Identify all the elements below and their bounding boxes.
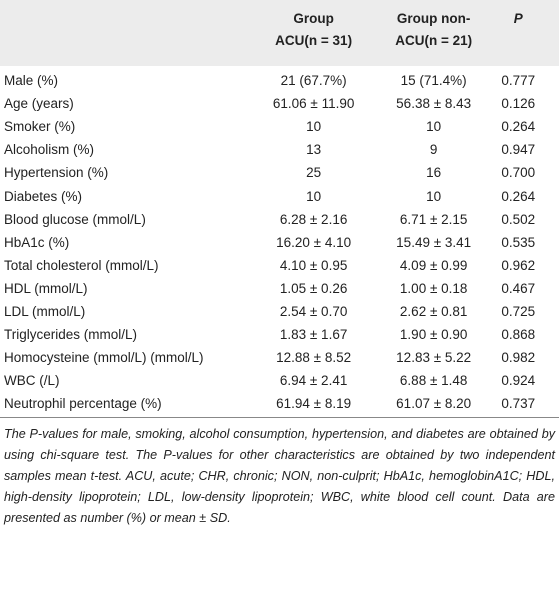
cell: 16.20 ± 4.10	[276, 234, 352, 250]
cell: 10	[306, 119, 322, 135]
cell: 10	[426, 188, 442, 204]
row-label: Blood glucose (mmol/L)	[4, 211, 146, 227]
table-row: Hypertension (%) 25 16 0.700	[0, 161, 559, 184]
header-cell: Group non- ACU(n = 21)	[390, 0, 478, 66]
cell: 2.62 ± 0.81	[399, 303, 468, 319]
cell: 0.982	[501, 350, 536, 366]
table-row: Triglycerides (mmol/L) 1.83 ± 1.67 1.90 ± …	[0, 323, 559, 346]
row-label: Triglycerides (mmol/L)	[4, 327, 138, 343]
table-row: Alcoholism (%) 13 9 0.947	[0, 138, 559, 161]
cell: 0.962	[501, 257, 536, 273]
cell: 4.10 ± 0.95	[279, 257, 348, 273]
cell: 12.83 ± 5.22	[396, 350, 472, 366]
cell: 0.264	[501, 119, 536, 135]
row-label: Diabetes (%)	[4, 188, 83, 204]
table-container: Group ACU(n = 31) Group non- ACU(n = 21) P M…	[0, 0, 559, 526]
row-label: WBC (/L)	[4, 373, 60, 389]
cell: 1.90 ± 0.90	[399, 327, 468, 343]
table-body: Male (%) 21 (67.7%) 15 (71.4%) 0.777 Age (ye…	[0, 66, 559, 419]
cell: 0.947	[501, 142, 536, 158]
table-row: LDL (mmol/L) 2.54 ± 0.70 2.62 ± 0.81 0.725	[0, 300, 559, 323]
cell: 2.54 ± 0.70	[279, 303, 348, 319]
cell: 1.00 ± 0.18	[399, 280, 468, 296]
header-row: Group ACU(n = 31) Group non- ACU(n = 21) P	[0, 0, 559, 66]
cell: 0.700	[501, 165, 536, 181]
table-row: Homocysteine (mmol/L) (mmol/L) 12.88 ± 8.…	[0, 346, 559, 369]
table-header: Group ACU(n = 31) Group non- ACU(n = 21) P	[0, 0, 559, 66]
row-label: Neutrophil percentage (%)	[0, 392, 238, 419]
cell: 1.83 ± 1.67	[279, 327, 348, 343]
table-row: Neutrophil percentage (%) 61.94 ± 8.19 61.…	[0, 392, 559, 419]
table-row: WBC (/L) 6.94 ± 2.41 6.88 ± 1.48 0.924	[0, 369, 559, 392]
cell: 0.535	[501, 234, 536, 250]
row-label: LDL (mmol/L)	[4, 303, 86, 319]
row-label: HbA1c (%)	[4, 234, 70, 250]
cell: 15.49 ± 3.41	[396, 234, 472, 250]
cell: 6.88 ± 1.48	[399, 373, 468, 389]
cell: 61.94 ± 8.19	[237, 392, 390, 419]
cell: 0.264	[501, 188, 536, 204]
cell: 16	[426, 165, 442, 181]
cell: 9	[429, 142, 438, 158]
cell: 0.467	[501, 280, 536, 296]
row-label: Hypertension (%)	[4, 165, 109, 181]
header-text: Group	[293, 11, 334, 26]
cell: 0.924	[501, 373, 536, 389]
row-label: Male (%)	[4, 73, 59, 89]
cell: 0.737	[477, 392, 559, 419]
table-row: Blood glucose (mmol/L) 6.28 ± 2.16 6.71 ± …	[0, 208, 559, 231]
cell: 15 (71.4%)	[400, 73, 467, 89]
cell: 56.38 ± 8.43	[396, 96, 472, 112]
cell: 0.725	[501, 303, 536, 319]
cell: 1.05 ± 0.26	[279, 280, 348, 296]
cell: 6.28 ± 2.16	[279, 211, 348, 227]
header-text: ACU(n = 21)	[395, 33, 473, 48]
row-label: Alcoholism (%)	[4, 142, 95, 158]
cell: 4.09 ± 0.99	[399, 257, 468, 273]
footnote: The P-values for male, smoking, alcohol …	[4, 427, 555, 526]
header-text: Group non-	[396, 11, 471, 26]
table-row: Age (years) 61.06 ± 11.90 56.38 ± 8.43 0.12…	[0, 92, 559, 115]
cell: 0.868	[501, 327, 536, 343]
table-row: HbA1c (%) 16.20 ± 4.10 15.49 ± 3.41 0.535	[0, 231, 559, 254]
table-row: Smoker (%) 10 10 0.264	[0, 115, 559, 138]
cell: 61.06 ± 11.90	[272, 96, 355, 112]
cell: 21 (67.7%)	[280, 73, 347, 89]
cell: 10	[306, 188, 322, 204]
cell: 25	[306, 165, 322, 181]
header-cell: Group ACU(n = 31)	[237, 0, 389, 66]
cell: 0.502	[501, 211, 536, 227]
table-row: Total cholesterol (mmol/L) 4.10 ± 0.95 4.0…	[0, 254, 559, 277]
row-label: HDL (mmol/L)	[4, 280, 88, 296]
cell: 6.94 ± 2.41	[279, 373, 348, 389]
table-row: Male (%) 21 (67.7%) 15 (71.4%) 0.777	[0, 66, 559, 92]
cell: 0.777	[501, 73, 536, 89]
row-label: Total cholesterol (mmol/L)	[4, 257, 159, 273]
cell: 0.126	[501, 96, 536, 112]
header-text: P	[513, 11, 523, 26]
row-label: Smoker (%)	[4, 119, 76, 135]
table-row: HDL (mmol/L) 1.05 ± 0.26 1.00 ± 0.18 0.467	[0, 277, 559, 300]
cell: 61.07 ± 8.20	[389, 392, 478, 419]
cell: 12.88 ± 8.52	[276, 350, 352, 366]
header-cell: P	[477, 0, 559, 66]
data-table: Group ACU(n = 31) Group non- ACU(n = 21) P M…	[0, 0, 559, 419]
cell: 10	[426, 119, 442, 135]
header-cell	[0, 0, 237, 66]
row-label: Age (years)	[4, 96, 74, 112]
header-text: ACU(n = 31)	[275, 33, 353, 48]
row-label: Homocysteine (mmol/L) (mmol/L)	[4, 350, 204, 366]
table-row: Diabetes (%) 10 10 0.264	[0, 184, 559, 207]
cell: 6.71 ± 2.15	[399, 211, 468, 227]
cell: 13	[306, 142, 322, 158]
